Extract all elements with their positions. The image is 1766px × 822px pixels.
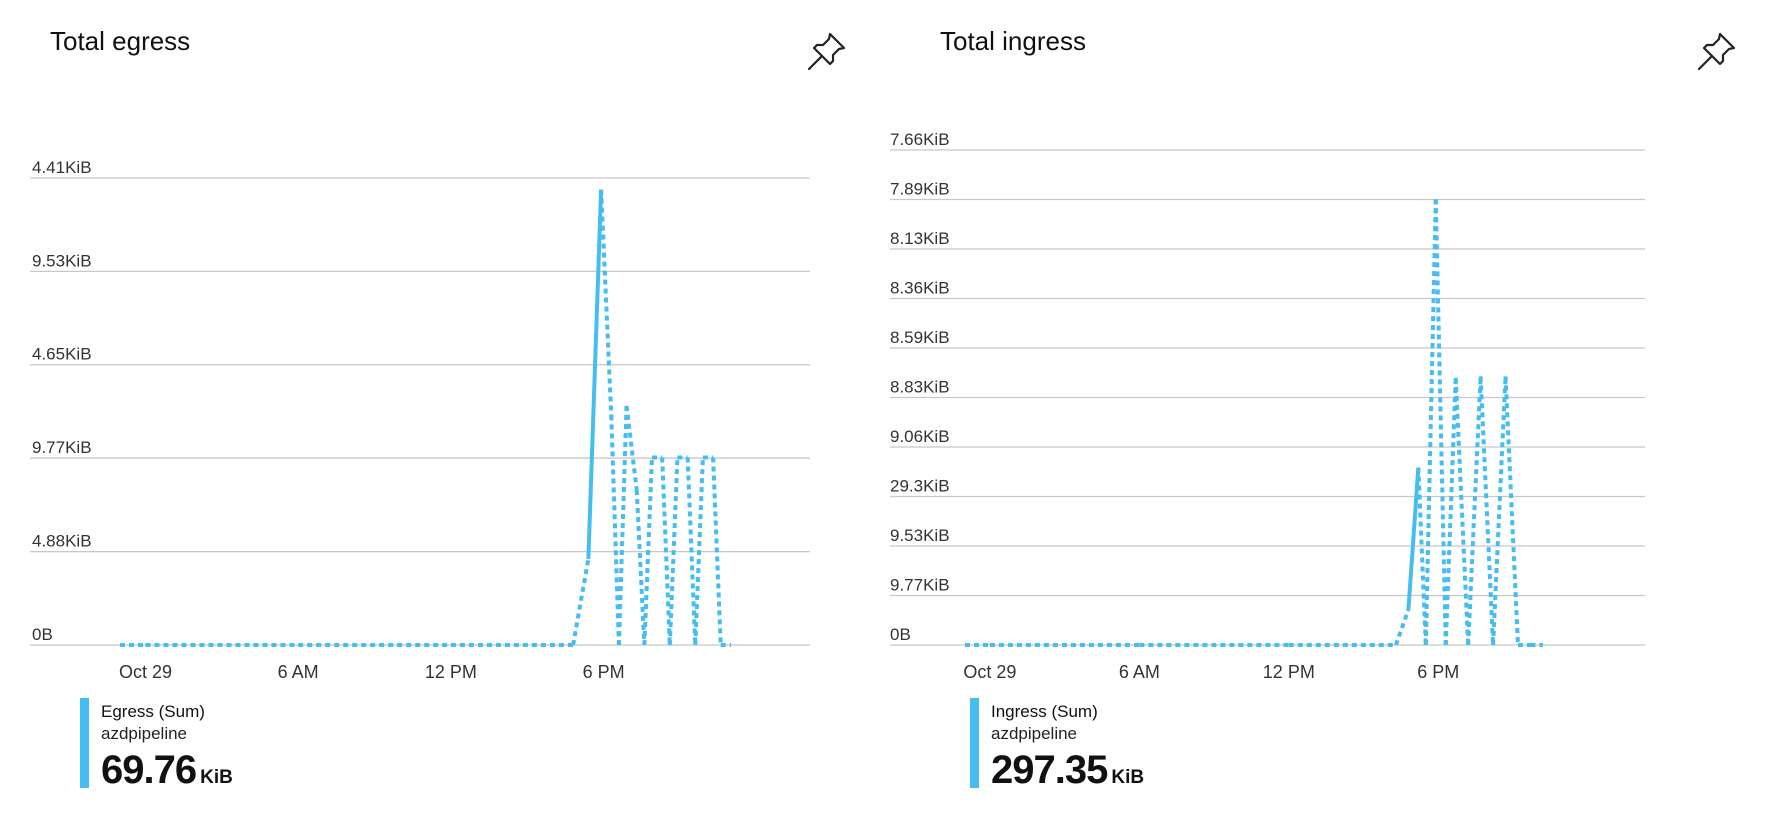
series-line-segment (1406, 467, 1421, 610)
y-tick-label: 8.13KiB (890, 229, 950, 248)
x-tick-label: 6 PM (1417, 662, 1459, 680)
y-tick-label: 4.41KiB (32, 158, 92, 177)
series-line-segment (1453, 377, 1471, 646)
y-tick-label: 4.65KiB (32, 345, 92, 364)
pin-icon[interactable] (1696, 30, 1738, 72)
legend-color-bar (80, 698, 89, 788)
series-line-segment (711, 457, 723, 646)
series-line-segment (599, 189, 614, 416)
legend-series-name: Ingress (Sum) (991, 702, 1098, 721)
legend-resource-name: azdpipeline (991, 724, 1078, 743)
ingress-chart: 0B 9.77KiB 9.53KiB 29.3KiB 9.06KiB 8.83KiB 8.5… (890, 130, 1645, 680)
series-line-segment (693, 457, 705, 646)
y-tick-label: 0B (32, 625, 53, 644)
series-line-segment (609, 415, 621, 646)
legend-total-value: 297.35 (991, 748, 1108, 792)
legend-resource-name: azdpipeline (101, 724, 188, 743)
series-line-segment (1394, 608, 1411, 646)
series-line-segment (667, 457, 680, 646)
legend-total-unit: KiB (1111, 767, 1145, 788)
series-line-segment (1478, 376, 1496, 646)
y-tick-label: 7.66KiB (890, 130, 950, 149)
legend-color-bar (970, 698, 979, 788)
x-tick-label: 6 AM (278, 662, 319, 680)
y-tick-label: 7.89KiB (890, 180, 950, 199)
series-line-segment (1423, 199, 1438, 646)
legend-total-value: 69.76 (101, 748, 197, 792)
series-line-segment (634, 489, 647, 646)
y-tick-label: 8.83KiB (890, 378, 950, 397)
x-tick-label: Oct 29 (963, 662, 1016, 680)
egress-chart: 0B 4.88KiB 9.77KiB 4.65KiB 9.53KiB 4.41KiB Oct… (30, 158, 810, 680)
x-tick-label: 12 PM (1263, 662, 1315, 680)
series-line-segment (685, 457, 698, 646)
legend-total: 69.76 KiB (101, 748, 233, 793)
y-tick-label: 8.36KiB (890, 279, 950, 298)
series-line-segment (1503, 376, 1520, 646)
y-tick-label: 29.3KiB (890, 476, 950, 495)
y-tick-label: 9.77KiB (890, 575, 950, 594)
y-tick-label: 9.53KiB (32, 251, 92, 270)
series-line-segment (660, 457, 672, 646)
series-line-segment (1443, 377, 1458, 646)
series-line-segment (1416, 467, 1428, 646)
series-line-segment (624, 405, 639, 491)
y-tick-label: 9.06KiB (890, 427, 950, 446)
y-tick-label: 9.77KiB (32, 438, 92, 457)
series-line-segment (1491, 376, 1508, 646)
series-line-segment (571, 558, 591, 646)
x-tick-label: Oct 29 (119, 662, 172, 680)
series-line-segment (1433, 199, 1448, 646)
series-line-segment (642, 457, 654, 646)
panel-title: Total egress (50, 26, 191, 56)
legend-series-name: Egress (Sum) (101, 702, 205, 721)
series-line-segment (616, 405, 629, 646)
legend-total-unit: KiB (200, 767, 233, 788)
x-tick-label: 6 AM (1119, 662, 1160, 680)
y-tick-label: 8.59KiB (890, 328, 950, 347)
series-line-segment (586, 189, 604, 559)
series-line-segment (1466, 376, 1483, 646)
panel-title: Total ingress (940, 26, 1086, 56)
legend-total: 297.35 KiB (991, 748, 1144, 793)
pin-icon[interactable] (806, 30, 848, 72)
egress-panel: Total egress 0B 4.88KiB 9.77KiB 4.65KiB 9.53… (0, 0, 870, 822)
y-tick-label: 4.88KiB (32, 532, 92, 551)
y-tick-label: 9.53KiB (890, 526, 950, 545)
x-tick-label: 12 PM (425, 662, 477, 680)
x-tick-label: 6 PM (583, 662, 625, 680)
y-tick-label: 0B (890, 625, 911, 644)
ingress-panel: Total ingress 0B 9.77KiB 9.53KiB 29.3KiB 9.0… (890, 0, 1760, 822)
